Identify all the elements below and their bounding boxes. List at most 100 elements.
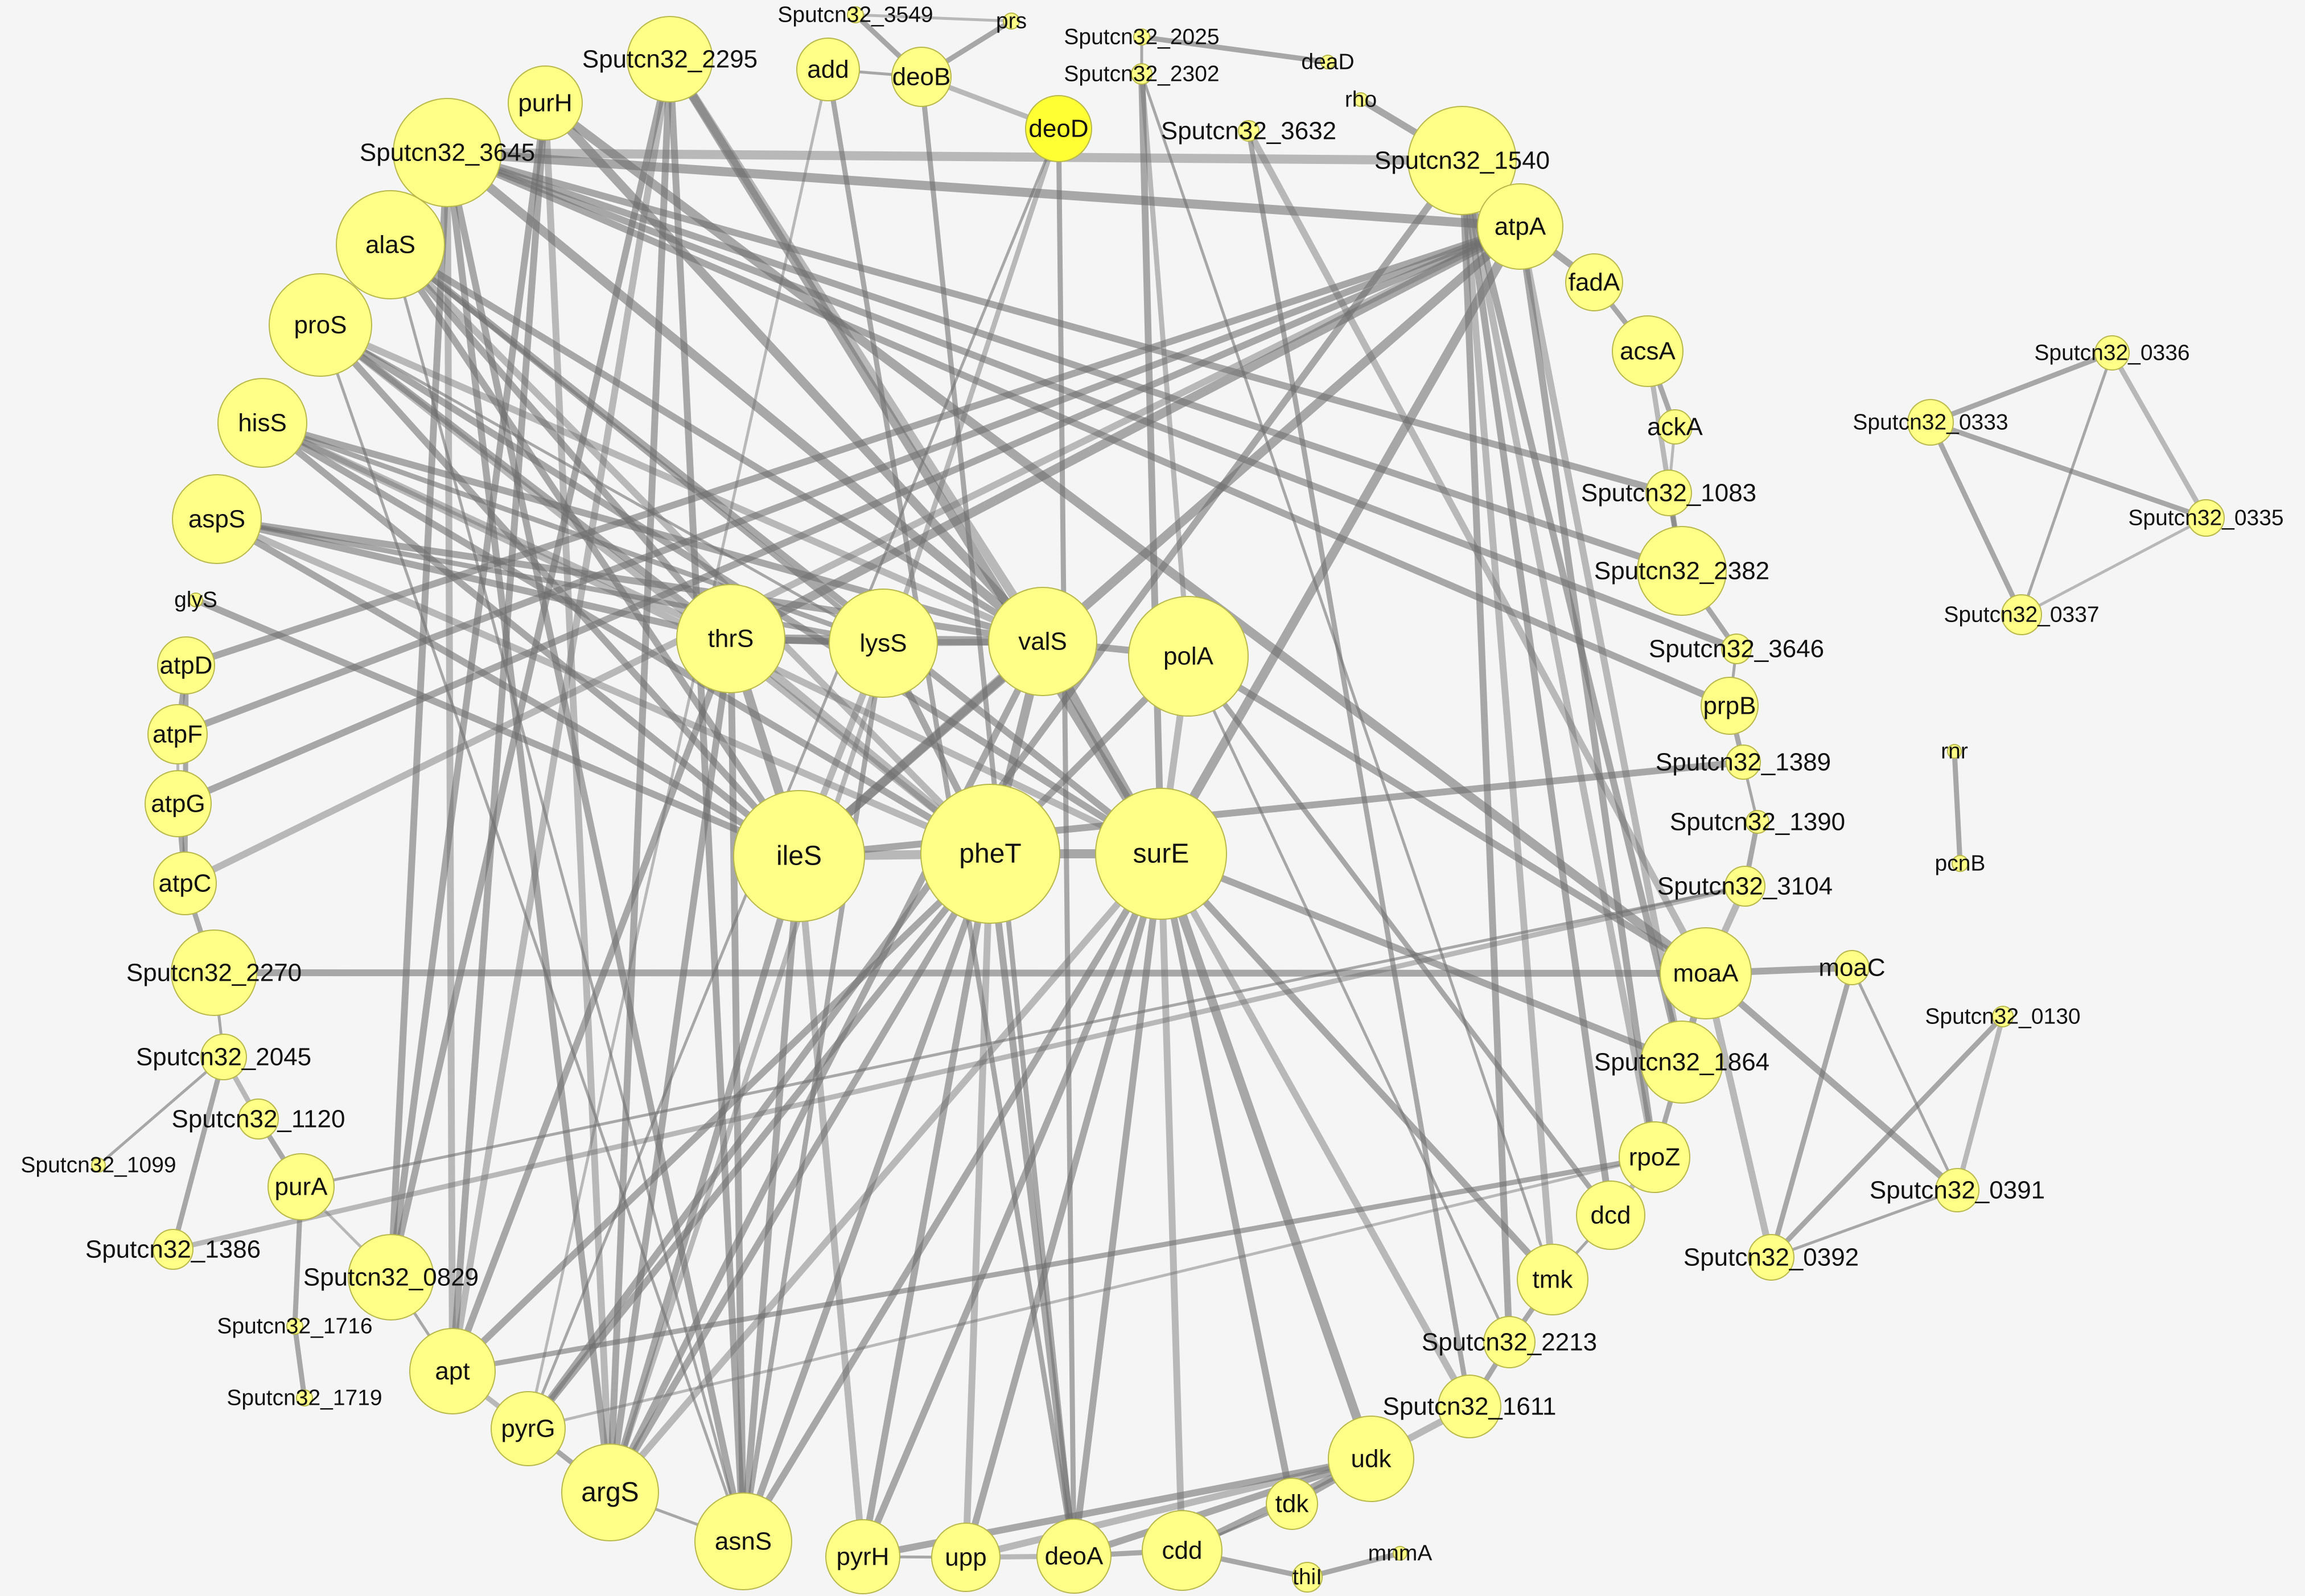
- node-circle[interactable]: [200, 1034, 247, 1080]
- node-Sputcn32_0333[interactable]: Sputcn32_0333: [1853, 399, 2008, 446]
- node-circle[interactable]: [286, 1318, 303, 1335]
- node-pyrH[interactable]: pyrH: [825, 1519, 900, 1594]
- node-atpC[interactable]: atpC: [153, 852, 217, 915]
- node-circle[interactable]: [1003, 13, 1020, 30]
- node-circle[interactable]: [1619, 1121, 1690, 1193]
- node-circle[interactable]: [829, 589, 938, 698]
- node-circle[interactable]: [508, 65, 583, 141]
- node-Sputcn32_0829[interactable]: Sputcn32_0829: [303, 1234, 479, 1321]
- node-circle[interactable]: [1640, 1021, 1723, 1104]
- node-circle[interactable]: [920, 784, 1060, 924]
- node-Sputcn32_2382[interactable]: Sputcn32_2382: [1594, 526, 1769, 616]
- node-thrS[interactable]: thrS: [676, 584, 785, 693]
- node-udk[interactable]: udk: [1328, 1416, 1414, 1502]
- node-Sputcn32_2213[interactable]: Sputcn32_2213: [1422, 1316, 1597, 1368]
- node-glyS[interactable]: glyS: [174, 588, 217, 612]
- node-circle[interactable]: [1238, 120, 1259, 142]
- node-upp[interactable]: upp: [931, 1523, 1001, 1592]
- node-prs[interactable]: prs: [996, 9, 1027, 34]
- node-Sputcn32_3645[interactable]: Sputcn32_3645: [360, 98, 535, 207]
- node-circle[interactable]: [393, 98, 502, 207]
- node-circle[interactable]: [336, 190, 445, 299]
- node-circle[interactable]: [171, 929, 257, 1016]
- node-atpG[interactable]: atpG: [145, 770, 212, 837]
- node-argS[interactable]: argS: [561, 1443, 659, 1541]
- node-surE[interactable]: surE: [1095, 788, 1227, 920]
- node-circle[interactable]: [1935, 1168, 1979, 1212]
- node-Sputcn32_1716[interactable]: Sputcn32_1716: [217, 1314, 372, 1339]
- node-rpoZ[interactable]: rpoZ: [1619, 1121, 1690, 1193]
- node-circle[interactable]: [1477, 183, 1563, 270]
- node-Sputcn32_3646[interactable]: Sputcn32_3646: [1649, 634, 1824, 664]
- node-ackA[interactable]: ackA: [1647, 409, 1703, 445]
- node-circle[interactable]: [2094, 335, 2130, 371]
- node-circle[interactable]: [1907, 399, 1954, 446]
- node-Sputcn32_1389[interactable]: Sputcn32_1389: [1656, 744, 1831, 780]
- node-circle[interactable]: [1701, 677, 1759, 735]
- node-hisS[interactable]: hisS: [217, 378, 307, 468]
- node-circle[interactable]: [1328, 1416, 1414, 1502]
- node-circle[interactable]: [1133, 28, 1150, 46]
- node-circle[interactable]: [1637, 526, 1727, 616]
- node-circle[interactable]: [1292, 1562, 1323, 1593]
- node-circle[interactable]: [153, 1229, 194, 1270]
- node-Sputcn32_0130[interactable]: Sputcn32_0130: [1925, 1005, 2080, 1029]
- node-Sputcn32_2025[interactable]: Sputcn32_2025: [1064, 25, 1219, 50]
- node-circle[interactable]: [217, 378, 307, 468]
- node-Sputcn32_1864[interactable]: Sputcn32_1864: [1594, 1021, 1769, 1104]
- node-Sputcn32_1099[interactable]: Sputcn32_1099: [20, 1153, 176, 1178]
- node-valS[interactable]: valS: [988, 587, 1097, 696]
- node-Sputcn32_0392[interactable]: Sputcn32_0392: [1684, 1234, 1859, 1281]
- node-moaC[interactable]: moaC: [1818, 950, 1886, 985]
- node-circle[interactable]: [1438, 1375, 1501, 1438]
- node-circle[interactable]: [409, 1328, 496, 1414]
- node-dcd[interactable]: dcd: [1576, 1180, 1645, 1250]
- node-circle[interactable]: [1721, 634, 1752, 664]
- node-circle[interactable]: [2001, 594, 2042, 635]
- node-circle[interactable]: [2187, 499, 2225, 537]
- node-Sputcn32_2302[interactable]: Sputcn32_2302: [1064, 62, 1219, 87]
- node-prpB[interactable]: prpB: [1701, 677, 1759, 735]
- node-circle[interactable]: [733, 790, 865, 922]
- node-mnmA[interactable]: mnmA: [1368, 1541, 1433, 1566]
- node-Sputcn32_1540[interactable]: Sputcn32_1540: [1374, 106, 1550, 215]
- node-circle[interactable]: [1483, 1316, 1536, 1368]
- node-Sputcn32_3104[interactable]: Sputcn32_3104: [1657, 866, 1833, 907]
- node-circle[interactable]: [188, 593, 203, 607]
- node-asnS[interactable]: asnS: [694, 1492, 792, 1590]
- node-Sputcn32_1083[interactable]: Sputcn32_1083: [1581, 470, 1756, 516]
- node-circle[interactable]: [1726, 744, 1761, 780]
- node-circle[interactable]: [1393, 1546, 1407, 1561]
- node-Sputcn32_1719[interactable]: Sputcn32_1719: [227, 1386, 382, 1410]
- node-Sputcn32_1120[interactable]: Sputcn32_1120: [171, 1099, 345, 1140]
- node-circle[interactable]: [147, 704, 208, 764]
- node-deoD[interactable]: deoD: [1025, 95, 1092, 162]
- node-Sputcn32_2270[interactable]: Sputcn32_2270: [126, 929, 302, 1016]
- node-deaD[interactable]: deaD: [1301, 50, 1354, 75]
- node-proS[interactable]: proS: [269, 273, 372, 377]
- node-Sputcn32_2045[interactable]: Sputcn32_2045: [136, 1034, 311, 1080]
- node-circle[interactable]: [1724, 866, 1765, 907]
- node-circle[interactable]: [1748, 1234, 1794, 1281]
- node-circle[interactable]: [676, 584, 785, 693]
- node-circle[interactable]: [238, 1099, 279, 1140]
- node-circle[interactable]: [91, 1158, 106, 1173]
- node-alaS[interactable]: alaS: [336, 190, 445, 299]
- node-circle[interactable]: [267, 1153, 335, 1220]
- node-circle[interactable]: [1095, 788, 1227, 920]
- node-circle[interactable]: [1266, 1478, 1318, 1530]
- node-circle[interactable]: [269, 273, 372, 377]
- node-pcnB[interactable]: pcnB: [1935, 852, 1986, 876]
- node-circle[interactable]: [145, 770, 212, 837]
- node-aspS[interactable]: aspS: [172, 474, 262, 564]
- node-circle[interactable]: [931, 1523, 1001, 1592]
- node-deoB[interactable]: deoB: [891, 47, 952, 107]
- node-circle[interactable]: [694, 1492, 792, 1590]
- node-circle[interactable]: [825, 1519, 900, 1594]
- node-circle[interactable]: [988, 587, 1097, 696]
- node-circle[interactable]: [1407, 106, 1517, 215]
- node-circle[interactable]: [1746, 810, 1769, 834]
- node-tdk[interactable]: tdk: [1266, 1478, 1318, 1530]
- node-moaA[interactable]: moaA: [1660, 927, 1752, 1019]
- node-circle[interactable]: [847, 6, 864, 23]
